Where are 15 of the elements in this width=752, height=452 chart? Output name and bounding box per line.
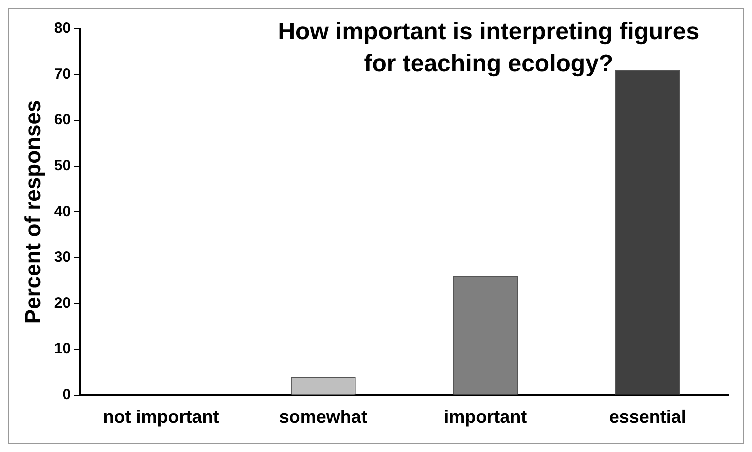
x-tick-label: somewhat: [279, 407, 368, 428]
y-axis-title: Percent of responses: [20, 100, 46, 324]
chart-title: How important is interpreting figures for teaching ecology?: [278, 18, 700, 78]
x-tick-label: not important: [103, 407, 220, 428]
y-tick-label: 0: [62, 386, 72, 404]
y-tick-label: 20: [54, 294, 72, 312]
y-tick-label: 40: [54, 203, 72, 220]
y-tick-label: 50: [54, 158, 72, 175]
y-tick-label: 30: [54, 249, 72, 266]
y-tick-label: 80: [54, 20, 72, 38]
y-tick-label: 70: [54, 66, 72, 83]
x-tick-label: essential: [609, 407, 686, 428]
x-tick-label: important: [444, 407, 528, 428]
y-tick-label: 10: [54, 340, 72, 358]
y-tick-label: 60: [54, 112, 72, 129]
